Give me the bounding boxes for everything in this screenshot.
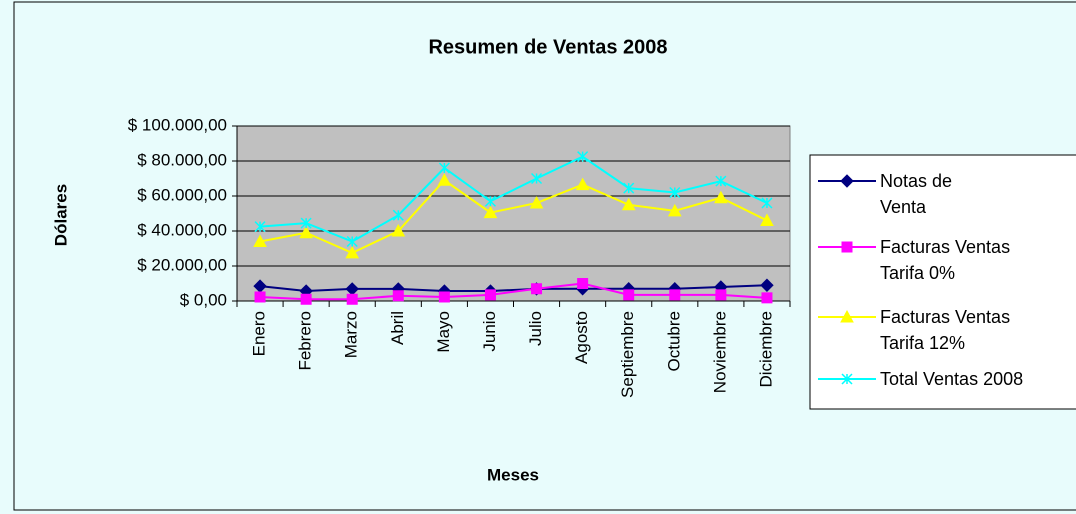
- marker: [669, 289, 681, 301]
- marker: [623, 289, 635, 301]
- marker: [346, 235, 358, 248]
- y-tick-label: $ 0,00: [180, 290, 227, 309]
- plot-area: [236, 125, 791, 302]
- marker: [531, 283, 543, 295]
- y-tick-label: $ 80.000,00: [137, 150, 227, 169]
- marker: [840, 174, 854, 188]
- y-tick-label: $ 40.000,00: [137, 220, 227, 239]
- x-tick-label: Julio: [526, 311, 545, 346]
- marker: [577, 278, 589, 289]
- marker: [761, 292, 773, 304]
- marker: [761, 197, 773, 209]
- series-line: [259, 284, 767, 293]
- x-tick-label: Diciembre: [756, 311, 775, 388]
- y-axis-label: Dólares: [51, 184, 70, 246]
- marker: [760, 278, 774, 292]
- marker: [392, 209, 404, 221]
- y-tick-label: $ 20.000,00: [137, 255, 227, 274]
- marker: [841, 373, 853, 385]
- x-axis-label: Meses: [487, 465, 539, 484]
- marker: [254, 221, 266, 233]
- marker: [392, 290, 404, 302]
- marker: [253, 234, 267, 247]
- marker: [621, 197, 636, 211]
- marker: [484, 289, 496, 301]
- marker: [840, 309, 854, 323]
- legend-label: Total Ventas 2008: [880, 369, 1024, 389]
- marker: [529, 195, 544, 209]
- marker: [300, 217, 312, 229]
- marker: [483, 205, 498, 219]
- x-tick-label: Mayo: [434, 311, 453, 353]
- marker: [715, 175, 727, 187]
- x-tick-label: Febrero: [296, 311, 315, 371]
- marker: [577, 151, 589, 163]
- marker: [575, 177, 590, 191]
- marker: [531, 172, 543, 185]
- marker: [760, 213, 774, 226]
- marker: [484, 195, 496, 207]
- x-tick-label: Abril: [388, 311, 407, 345]
- marker: [437, 173, 452, 186]
- series-line: [259, 178, 768, 254]
- marker: [299, 225, 313, 239]
- x-tick-label: Agosto: [572, 311, 591, 364]
- marker: [391, 223, 406, 237]
- marker: [714, 190, 728, 204]
- x-tick-label: Junio: [480, 311, 499, 352]
- marker: [254, 291, 266, 303]
- legend-label: Notas de Venta: [880, 171, 953, 217]
- y-tick-label: $ 100.000,00: [128, 115, 227, 134]
- legend-label: Facturas Ventas Tarifa 12%: [880, 307, 1011, 353]
- legend-label: Facturas Ventas Tarifa 0%: [880, 237, 1011, 283]
- x-tick-label: Septiembre: [618, 311, 637, 398]
- marker: [346, 293, 358, 305]
- y-tick-label: $ 60.000,00: [137, 185, 227, 204]
- marker: [715, 289, 727, 301]
- x-tick-label: Enero: [250, 311, 269, 356]
- series-line: [259, 155, 768, 243]
- marker: [669, 186, 681, 199]
- legend-box: [809, 154, 1076, 410]
- x-tick-label: Marzo: [342, 311, 361, 358]
- series-line: [259, 282, 768, 301]
- marker: [841, 241, 853, 253]
- x-tick-label: Octubre: [664, 311, 683, 371]
- chart-title: Resumen de Ventas 2008: [428, 36, 667, 58]
- marker: [438, 291, 450, 303]
- marker: [300, 293, 312, 305]
- marker: [438, 162, 450, 174]
- x-tick-label: Noviembre: [710, 311, 729, 393]
- marker: [623, 182, 635, 194]
- marker: [345, 245, 360, 259]
- marker: [667, 203, 682, 217]
